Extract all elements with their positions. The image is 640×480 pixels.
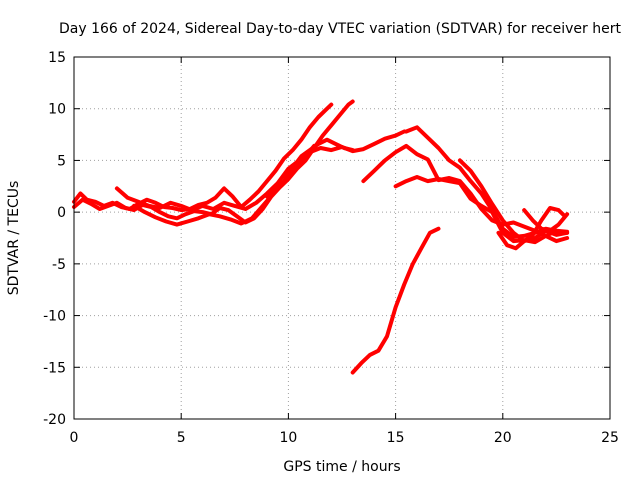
chart-title: Day 166 of 2024, Sidereal Day-to-day VTE… bbox=[59, 21, 621, 37]
series-arc-3 bbox=[114, 129, 407, 213]
y-tick-label: -20 bbox=[43, 412, 66, 428]
axis-ticks bbox=[73, 56, 611, 420]
series-arc-10 bbox=[496, 206, 567, 251]
y-tick-label: -5 bbox=[52, 257, 66, 273]
x-axis-title: GPS time / hours bbox=[283, 459, 400, 475]
y-tick-label: 0 bbox=[57, 205, 66, 221]
x-tick-label: 15 bbox=[387, 430, 405, 446]
y-axis-title: SDTVAR / TECUs bbox=[6, 181, 22, 296]
series-arc-2 bbox=[72, 99, 355, 225]
y-tick-label: -10 bbox=[43, 309, 66, 325]
x-tick-labels: 0 5 10 15 20 25 bbox=[70, 430, 619, 446]
series-arc-6 bbox=[361, 143, 570, 238]
y-tick-label: -15 bbox=[43, 360, 66, 376]
series-group bbox=[72, 99, 570, 375]
x-tick-label: 20 bbox=[494, 430, 512, 446]
y-tick-label: 15 bbox=[48, 50, 66, 66]
x-tick-label: 5 bbox=[177, 430, 186, 446]
x-tick-label: 10 bbox=[279, 430, 297, 446]
y-tick-labels: -20 -15 -10 -5 0 5 10 15 bbox=[43, 50, 66, 428]
x-tick-label: 25 bbox=[601, 430, 619, 446]
series-arc-8 bbox=[404, 125, 570, 239]
series-arc-12 bbox=[350, 226, 441, 375]
series-arc-11 bbox=[522, 208, 570, 233]
x-tick-label: 0 bbox=[70, 430, 79, 446]
series-arc-7 bbox=[393, 175, 570, 245]
y-tick-label: 5 bbox=[57, 153, 66, 169]
plot-frame bbox=[73, 56, 611, 420]
y-tick-label: 10 bbox=[48, 102, 66, 118]
series-arc-1 bbox=[72, 102, 334, 213]
series-arc-5 bbox=[265, 137, 355, 199]
